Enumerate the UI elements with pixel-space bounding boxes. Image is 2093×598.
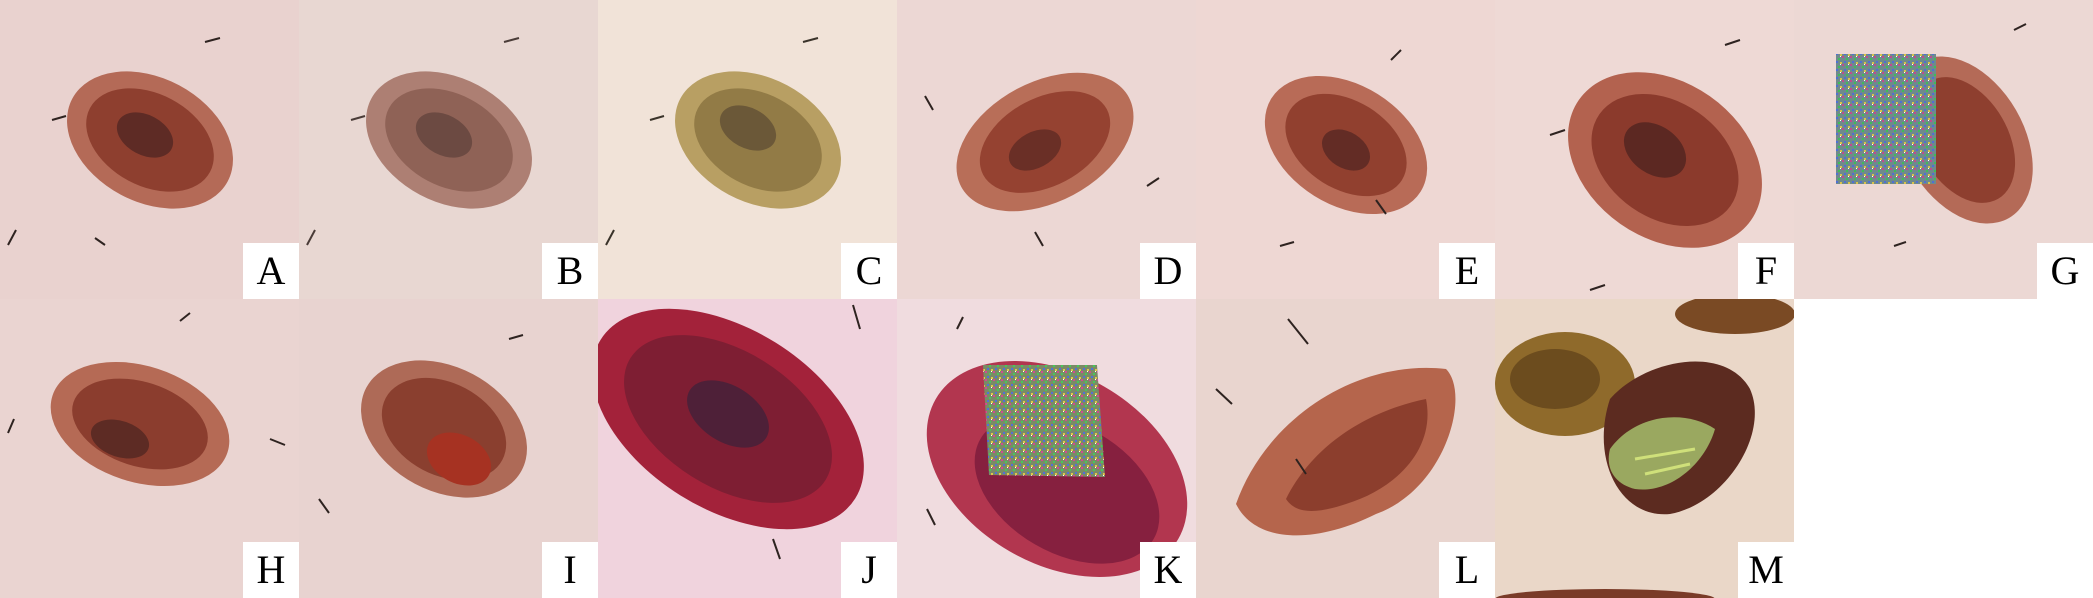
panel-label: G (2037, 243, 2093, 299)
panel-a: A (0, 0, 299, 299)
panel-label: B (542, 243, 598, 299)
panel-label: I (542, 542, 598, 598)
panel-m: M (1495, 299, 1794, 598)
panel-c: C (598, 0, 897, 299)
panel-j: J (598, 299, 897, 598)
panel-f: F (1495, 0, 1794, 299)
panel-i: I (299, 299, 598, 598)
panel-label: K (1140, 542, 1196, 598)
panel-b: B (299, 0, 598, 299)
panel-d: D (897, 0, 1196, 299)
panel-label: F (1738, 243, 1794, 299)
panel-h: H (0, 299, 299, 598)
noise-patch (983, 365, 1105, 477)
panel-l: L (1196, 299, 1495, 598)
panel-label: D (1140, 243, 1196, 299)
panel-label: J (841, 542, 897, 598)
panel-label: A (243, 243, 299, 299)
panel-label: M (1738, 542, 1794, 598)
panel-label: C (841, 243, 897, 299)
panel-label: E (1439, 243, 1495, 299)
panel-label: L (1439, 542, 1495, 598)
panel-k: K (897, 299, 1196, 598)
panel-g: G (1794, 0, 2093, 299)
panel-label: H (243, 542, 299, 598)
noise-patch (1836, 54, 1936, 184)
panel-e: E (1196, 0, 1495, 299)
